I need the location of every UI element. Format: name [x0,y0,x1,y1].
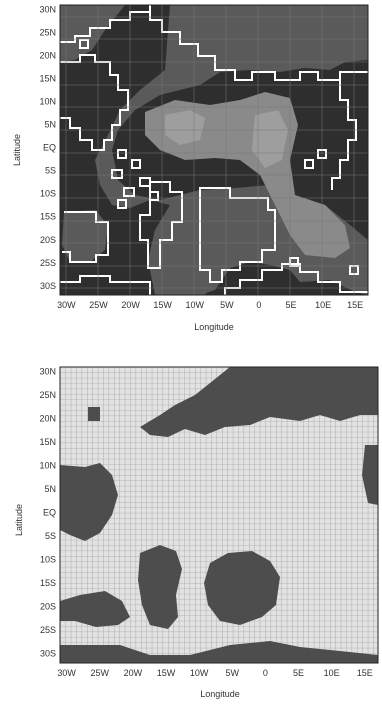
bottom-map-dark-regions [60,367,378,663]
top-y-axis-title: Latitude [12,134,22,166]
top-x-tick-label: 5W [220,300,234,310]
bottom-x-axis-title: Longitude [200,689,240,699]
top-map-grid [60,5,368,295]
top-y-tick-label: 25S [40,258,56,268]
top-x-tick-label: 10E [315,300,331,310]
bottom-y-tick-label: 15N [39,437,56,447]
top-y-tick-label: 30S [40,281,56,291]
bottom-y-tick-label: 15S [40,578,56,588]
bottom-y-tick-label: 10N [39,461,56,471]
top-x-tick-labels: 30W 25W 20W 15W 10W 5W 0 5E 10E 15E [57,300,363,310]
bottom-y-tick-label: EQ [43,508,56,518]
top-outline-gulf [149,5,368,81]
bottom-x-tick-label: 5W [226,668,240,678]
bottom-dark-gulf-bump [88,407,100,421]
top-x-tick-label: 0 [256,300,261,310]
bottom-x-tick-label: 20W [124,668,143,678]
top-y-tick-label: 15S [40,212,56,222]
top-x-tick-label: 20W [121,300,140,310]
top-y-tick-label: 10S [40,189,56,199]
top-outline-bottom [60,263,368,295]
top-outline-north-coast [60,5,151,43]
bottom-y-tick-label: 30S [40,649,56,659]
bottom-x-tick-label: 30W [57,668,76,678]
top-x-tick-label: 5E [285,300,296,310]
top-x-tick-label: 15W [153,300,172,310]
bottom-y-tick-label: 10S [40,555,56,565]
top-y-tick-label: 5S [45,166,56,176]
top-x-axis-title: Longitude [194,322,234,332]
bottom-map-field [60,367,378,663]
bottom-dark-center-south [138,545,182,629]
bottom-x-tick-label: 10E [324,668,340,678]
bottom-y-tick-label: 20S [40,602,56,612]
bottom-x-tick-label: 15W [157,668,176,678]
bottom-dark-southwest [60,591,130,627]
top-map-svg: 30N 25N 20N 15N 10N 5N EQ 5S 10S 15S 20S 25S 30S 30W… [12,4,369,332]
bottom-x-tick-label: 0 [263,668,268,678]
bottom-map-frame [59,366,379,664]
top-y-tick-label: 25N [39,28,56,38]
top-y-tick-label: 30N [39,5,56,15]
bottom-y-tick-label: 25N [39,390,56,400]
bottom-dark-bottom [60,641,378,663]
bottom-x-tick-label: 5E [293,668,304,678]
bottom-x-tick-label: 25W [90,668,109,678]
bottom-y-axis-title: Latitude [14,504,24,536]
bottom-x-tick-label: 15E [357,668,373,678]
bottom-y-tick-label: 20N [39,414,56,424]
top-x-tick-label: 15E [347,300,363,310]
bottom-map-panel: 30N 25N 20N 15N 10N 5N EQ 5S 10S 15S 20S 25S 30S 30W… [0,355,382,703]
bottom-map-svg: 30N 25N 20N 15N 10N 5N EQ 5S 10S 15S 20S 25S 30S 30W… [14,366,379,699]
top-outline-west-block [60,54,129,151]
top-y-tick-label: 10N [39,97,56,107]
bottom-dark-west [60,463,118,541]
top-x-tick-label: 10W [185,300,204,310]
bottom-dark-south-east [204,551,280,625]
bottom-dark-north [140,367,378,437]
top-map-panel: 30N 25N 20N 15N 10N 5N EQ 5S 10S 15S 20S 25S 30S 30W… [0,0,382,340]
top-outline-upper-block [79,39,89,49]
top-outline-south-block-left [62,211,109,263]
top-field-upper-left-mid [60,5,125,62]
top-x-tick-label: 30W [57,300,76,310]
top-y-tick-label: EQ [43,143,56,153]
top-map-field [60,5,368,295]
bottom-x-tick-labels: 30W 25W 20W 15W 10W 5W 0 5E 10E 15E [57,668,372,678]
top-map-frame [59,4,369,296]
bottom-y-tick-labels: 30N 25N 20N 15N 10N 5N EQ 5S 10S 15S 20S 25S 30S [39,367,56,659]
bottom-y-tick-label: 5N [44,484,56,494]
top-field-lighter-core [165,110,288,168]
top-y-tick-label: 20S [40,235,56,245]
bottom-y-tick-label: 30N [39,367,56,377]
bottom-y-tick-label: 25S [40,625,56,635]
bottom-y-tick-label: 5S [45,531,56,541]
top-y-tick-label: 20N [39,51,56,61]
top-y-tick-label: 5N [44,120,56,130]
top-y-tick-labels: 30N 25N 20N 15N 10N 5N EQ 5S 10S 15S 20S 25S 30S [39,5,56,291]
bottom-x-tick-label: 10W [190,668,209,678]
top-outline-south-block-mid [139,181,183,269]
top-x-tick-label: 25W [89,300,108,310]
top-y-tick-label: 15N [39,74,56,84]
top-outline-east-coast [331,72,357,190]
bottom-dark-east-edge [362,445,378,505]
